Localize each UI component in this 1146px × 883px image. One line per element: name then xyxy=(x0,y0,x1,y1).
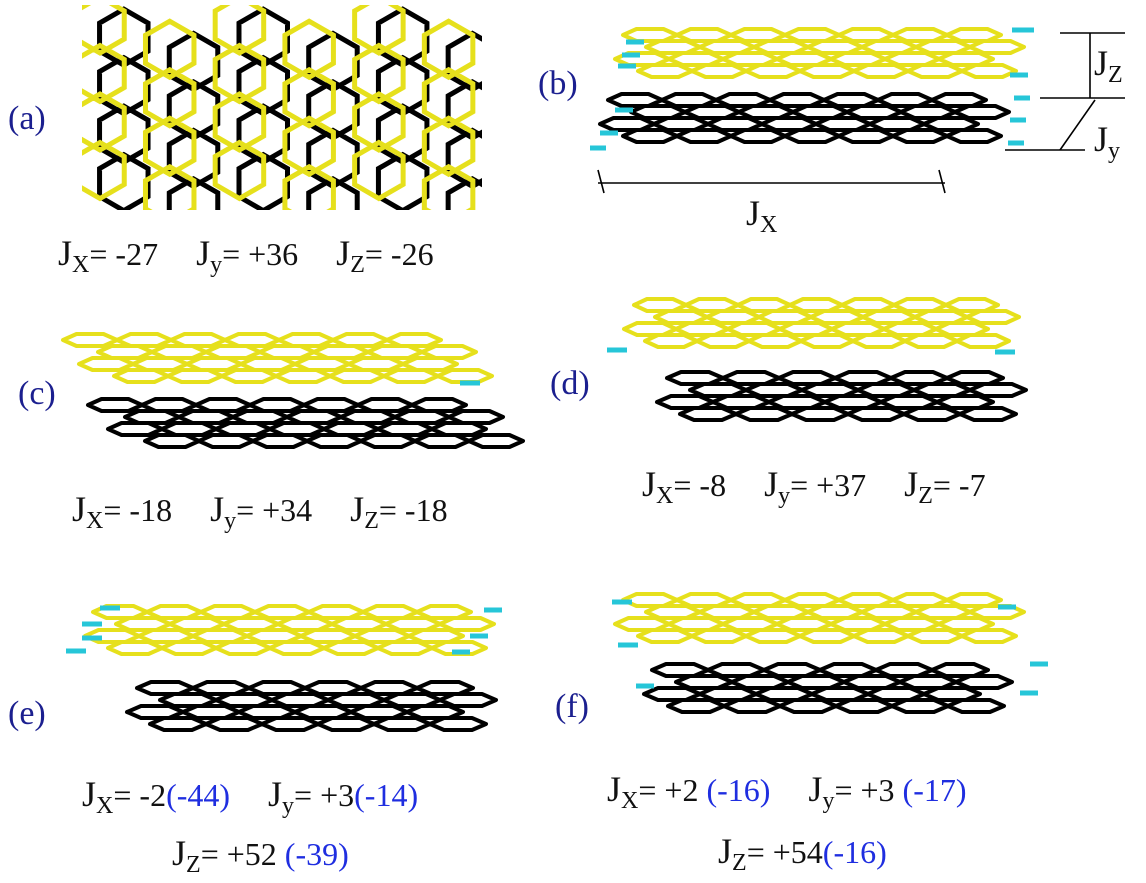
panel-e-lower-ribbon xyxy=(125,680,498,732)
panel-label-b: (b) xyxy=(538,65,578,102)
panel-c-jy: +34 xyxy=(262,492,313,528)
panel-f-jz-alt: (-16) xyxy=(822,834,887,870)
panel-c-equation: JX= -18 Jy= +34 JZ= -18 xyxy=(72,489,448,534)
panel-e-equation-2: JZ= +52 (-39) xyxy=(172,833,349,878)
panel-e-jz-alt: (-39) xyxy=(284,836,349,872)
panel-b-upper-ribbon-edge-h xyxy=(618,27,1034,78)
panel-c-jz: -18 xyxy=(404,492,448,528)
panel-label-c: (c) xyxy=(18,375,56,412)
panel-f-jx-alt: (-16) xyxy=(706,772,771,808)
panel-d-lower-ribbon xyxy=(655,370,1028,422)
panel-a-sheet xyxy=(82,5,482,210)
panel-d-upper-ribbon xyxy=(607,297,1021,355)
panel-d-jz: -7 xyxy=(958,467,986,503)
panel-e-equation-1: JX= -2(-44) Jy= +3(-14) xyxy=(82,774,419,819)
panel-f-jy: +3 xyxy=(860,772,895,808)
panel-label-a: (a) xyxy=(8,100,46,137)
panel-f-lower-ribbon xyxy=(636,661,1048,714)
panel-f-upper-ribbon xyxy=(612,592,1026,648)
panel-d-upper-ribbon-edge-h xyxy=(607,347,1015,355)
panel-b-upper-ribbon xyxy=(613,27,1034,79)
panel-b-lower-ribbon-edge-h xyxy=(590,95,1030,151)
panel-c-upper-ribbon xyxy=(61,332,494,386)
jy-axis-label: Jy xyxy=(1094,119,1121,164)
panel-c-jx: -18 xyxy=(129,492,173,528)
jx-axis-label: JX xyxy=(746,193,778,238)
panel-e-jx: -2 xyxy=(139,777,167,813)
panel-a-jy: +36 xyxy=(248,236,299,272)
panel-f-equation-2: JZ= +54(-16) xyxy=(718,831,887,876)
panel-e-upper-ribbon xyxy=(66,604,502,656)
panel-b-lower-ribbon xyxy=(590,92,1030,151)
panel-a-equation: JX= -27 Jy= +36 JZ= -26 xyxy=(58,233,434,278)
panel-f-upper-ribbon-edge-h xyxy=(612,599,1016,648)
jz-axis-label: JZ xyxy=(1094,43,1123,88)
panel-e-jy-alt: (-14) xyxy=(354,777,419,813)
panel-e-jy: +3 xyxy=(320,777,355,813)
panel-d-equation: JX= -8 Jy= +37 JZ= -7 xyxy=(642,464,986,509)
panel-label-d: (d) xyxy=(550,365,590,402)
panel-e-jx-alt: (-44) xyxy=(166,777,231,813)
panel-f-lower-ribbon-edge-h xyxy=(636,661,1048,696)
panel-d-jy: +37 xyxy=(816,467,867,503)
panel-label-e: (e) xyxy=(8,695,46,732)
panel-f-equation-1: JX= +2 (-16) Jy= +3 (-17) xyxy=(607,769,967,814)
panel-e-upper-ribbon-edge-h xyxy=(66,605,502,655)
panel-f-jy-alt: (-17) xyxy=(902,772,967,808)
panel-b-dimension-lines xyxy=(597,32,1125,194)
panel-label-f: (f) xyxy=(555,688,589,725)
panel-f-jx: +2 xyxy=(664,772,699,808)
panel-c-lower-ribbon xyxy=(86,397,525,449)
panel-a-jz: -26 xyxy=(390,236,434,272)
panel-a-jx: -27 xyxy=(115,236,159,272)
panel-d-jx: -8 xyxy=(699,467,727,503)
panel-f-jz: +54 xyxy=(772,834,823,870)
panel-e-jz: +52 xyxy=(226,836,277,872)
